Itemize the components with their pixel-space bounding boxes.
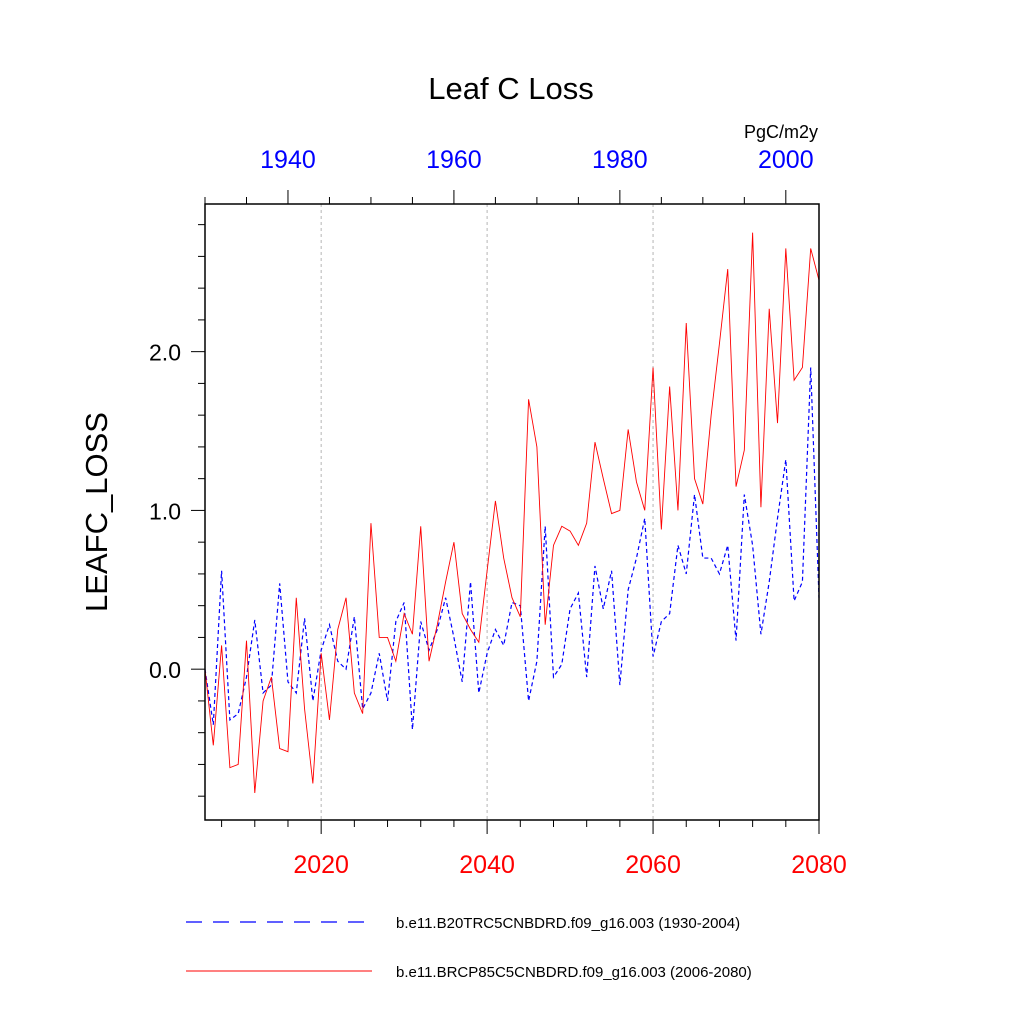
x-bottom-tick-label: 2060 [625,851,681,879]
x-top-tick-label: 1980 [592,146,648,174]
legend: b.e11.B20TRC5CNBDRD.f09_g16.003 (1930-20… [186,915,752,981]
units-label: PgC/m2y [744,122,818,142]
y-tick-label: 1.0 [149,498,181,524]
x-top-tick-label: 2000 [758,146,814,174]
series-line-1 [204,232,820,794]
chart-title: Leaf C Loss [428,71,593,106]
x-bottom-tick-label: 2040 [459,851,515,879]
x-top-tick-label: 1940 [260,146,316,174]
grid-lines [320,204,654,820]
y-axis-label: LEAFC_LOSS [79,412,114,612]
y-tick-label: 0.0 [149,657,181,683]
series-group [204,232,820,794]
x-top-tick-label: 1960 [426,146,482,174]
axes-group: 0.0 1.0 2.0 2020 2040 2060 2080 1940 1960 1980 200… [149,146,847,879]
plot-frame [204,203,820,821]
legend-label-0: b.e11.B20TRC5CNBDRD.f09_g16.003 (1930-20… [396,915,740,932]
series-line-0 [204,367,820,730]
y-tick-label: 2.0 [149,340,181,366]
x-bottom-tick-label: 2080 [791,851,847,879]
legend-label-1: b.e11.BRCP85C5CNBDRD.f09_g16.003 (2006-2… [396,964,752,981]
x-bottom-tick-label: 2020 [293,851,349,879]
